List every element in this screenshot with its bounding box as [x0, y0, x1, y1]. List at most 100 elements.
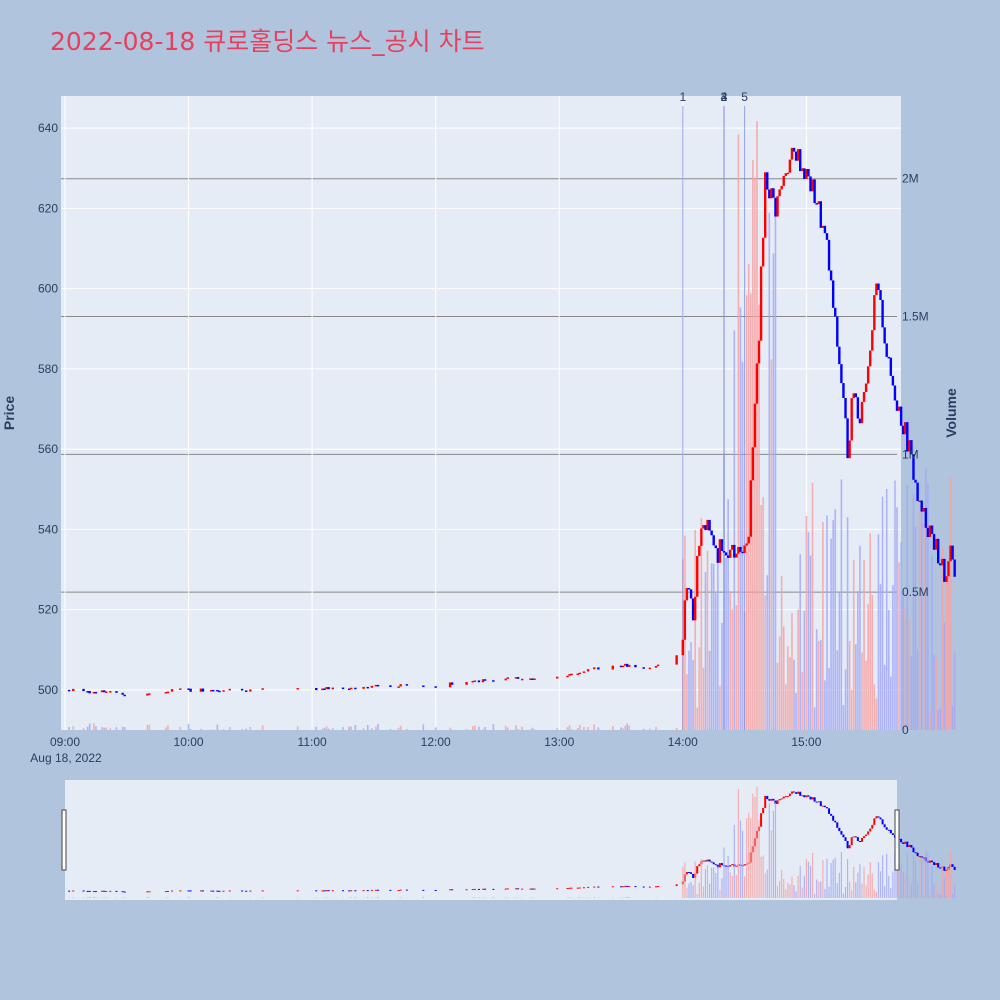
candle [943, 558, 946, 582]
candle [901, 425, 905, 435]
volume-bar [471, 726, 474, 730]
slider-candle [710, 861, 713, 863]
slider-volume-bar [931, 866, 933, 898]
slider-candle [811, 797, 814, 800]
slider-candle [103, 890, 106, 892]
candle [261, 688, 264, 690]
candle [146, 693, 149, 696]
slider-candle [854, 836, 857, 838]
slider-volume-bar [348, 897, 350, 898]
volume-bar [506, 727, 509, 730]
volume-bar [817, 641, 820, 730]
candle [836, 316, 839, 347]
candle [778, 189, 781, 197]
candle [761, 237, 765, 267]
slider-candle [786, 796, 789, 798]
candle [700, 528, 703, 546]
slider-candle [867, 831, 870, 835]
news-marker-label: 3 [721, 90, 728, 104]
slider-volume-bar [789, 884, 791, 898]
candle [327, 687, 330, 690]
news-marker-label: 4 [721, 90, 728, 104]
volume-bar [179, 726, 182, 730]
volume-bar [515, 725, 517, 730]
candle [82, 688, 85, 692]
slider-volume-bar [484, 897, 486, 898]
slider-candle [900, 838, 903, 843]
slider-volume-bar [904, 875, 906, 898]
slider-candle [405, 889, 408, 891]
candle-layer [67, 147, 956, 697]
candle [897, 406, 901, 411]
candle [687, 588, 691, 590]
slider-volume-bar [698, 882, 700, 898]
volume-bar [366, 724, 369, 730]
candle [448, 682, 452, 688]
slider-volume-bar [861, 883, 863, 898]
volume-bar [696, 707, 699, 730]
slider-candle [115, 890, 118, 892]
slider-candle [216, 890, 219, 892]
slider-candle [795, 792, 798, 794]
volume-bar [148, 724, 151, 730]
range-slider-right-handle[interactable] [894, 809, 900, 871]
slider-volume-bar [717, 866, 719, 898]
volume-bar [570, 729, 573, 730]
slider-candle [937, 863, 940, 868]
volume-bar [772, 253, 775, 730]
candle [698, 545, 701, 556]
volume-bar [622, 728, 624, 730]
volume-bar [896, 507, 898, 730]
volume-bar [793, 659, 795, 730]
slider-volume-bar [787, 882, 789, 898]
volume-bar [912, 494, 915, 730]
slider-candle [342, 890, 345, 892]
volume-bar [327, 728, 330, 730]
candle [716, 548, 720, 563]
slider-candle [171, 890, 174, 892]
slider-volume-bar [853, 866, 855, 898]
slider-candle [912, 847, 915, 853]
candle [846, 418, 849, 459]
slider-candle [515, 888, 518, 890]
volume-bar [937, 710, 939, 730]
slider-volume-bar [739, 820, 742, 898]
candle [619, 665, 623, 668]
slider-candle [914, 852, 917, 854]
slider-volume-bar [688, 883, 690, 898]
candle [842, 383, 845, 399]
slider-volume-bar [708, 883, 711, 898]
slider-volume-bar [754, 796, 756, 898]
candle [354, 687, 357, 690]
range-slider[interactable] [65, 780, 897, 900]
candle [648, 667, 652, 670]
volume-bar [727, 499, 729, 730]
volume-bar [894, 480, 896, 730]
volume-bar [321, 728, 324, 730]
slider-volume-bar [764, 873, 766, 898]
volume-bar [762, 497, 764, 730]
range-slider-left-handle[interactable] [61, 809, 67, 871]
slider-candle [776, 800, 779, 805]
slider-volume-bar [422, 896, 424, 898]
slider-volume-bar [628, 897, 630, 898]
slider-volume-bar [566, 897, 569, 898]
candle [450, 682, 454, 685]
slider-volume-bar [894, 852, 896, 898]
volume-bar [916, 649, 919, 730]
slider-volume-bar [72, 897, 74, 898]
candle [623, 663, 627, 666]
volume-bar [377, 723, 379, 730]
volume-bar [566, 727, 569, 730]
slider-candle [768, 799, 771, 801]
y-axis-title: Price [1, 396, 17, 430]
slider-candle [832, 815, 835, 821]
slider-candle [88, 890, 91, 892]
volume-bar [216, 724, 219, 730]
slider-candle [187, 890, 190, 892]
volume-bar [953, 652, 956, 730]
volume-bar [700, 517, 703, 730]
candle [123, 694, 126, 697]
slider-candle [780, 798, 783, 800]
